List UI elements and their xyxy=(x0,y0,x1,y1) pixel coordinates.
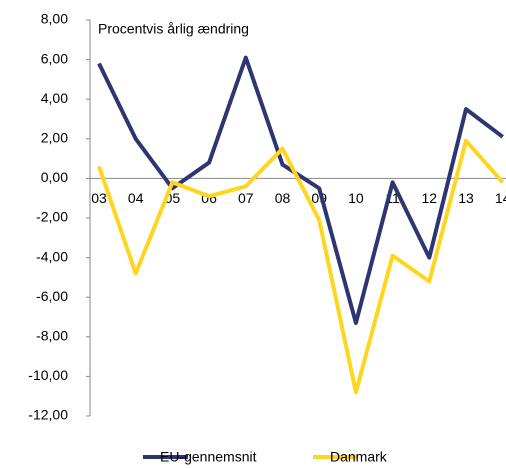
y-tick-label: 6,00 xyxy=(41,50,68,66)
series-line xyxy=(97,55,504,325)
x-tick-label: 10 xyxy=(348,190,364,206)
series-line xyxy=(97,138,505,395)
y-tick-label: 8,00 xyxy=(41,11,68,27)
legend-label: Danmark xyxy=(330,449,388,465)
x-tick-label: 04 xyxy=(128,190,144,206)
y-tick-label: 0,00 xyxy=(41,169,68,185)
x-tick-label: 13 xyxy=(458,190,474,206)
x-tick-label: 08 xyxy=(275,190,291,206)
chart-title: Procentvis årlig ændring xyxy=(98,21,249,37)
y-tick-label: -4,00 xyxy=(36,248,68,264)
x-tick-label: 12 xyxy=(422,190,438,206)
x-tick-label: 14 xyxy=(495,190,506,206)
y-tick-label: -10,00 xyxy=(28,367,68,383)
y-tick-label: 2,00 xyxy=(41,130,68,146)
y-tick-label: -12,00 xyxy=(28,407,68,423)
y-tick-label: -6,00 xyxy=(36,288,68,304)
x-tick-label: 03 xyxy=(91,190,107,206)
y-tick-label: -2,00 xyxy=(36,209,68,225)
x-tick-label: 07 xyxy=(238,190,254,206)
legend-label: EU-gennemsnit xyxy=(160,449,257,465)
y-tick-label: -8,00 xyxy=(36,328,68,344)
y-tick-label: 4,00 xyxy=(41,90,68,106)
